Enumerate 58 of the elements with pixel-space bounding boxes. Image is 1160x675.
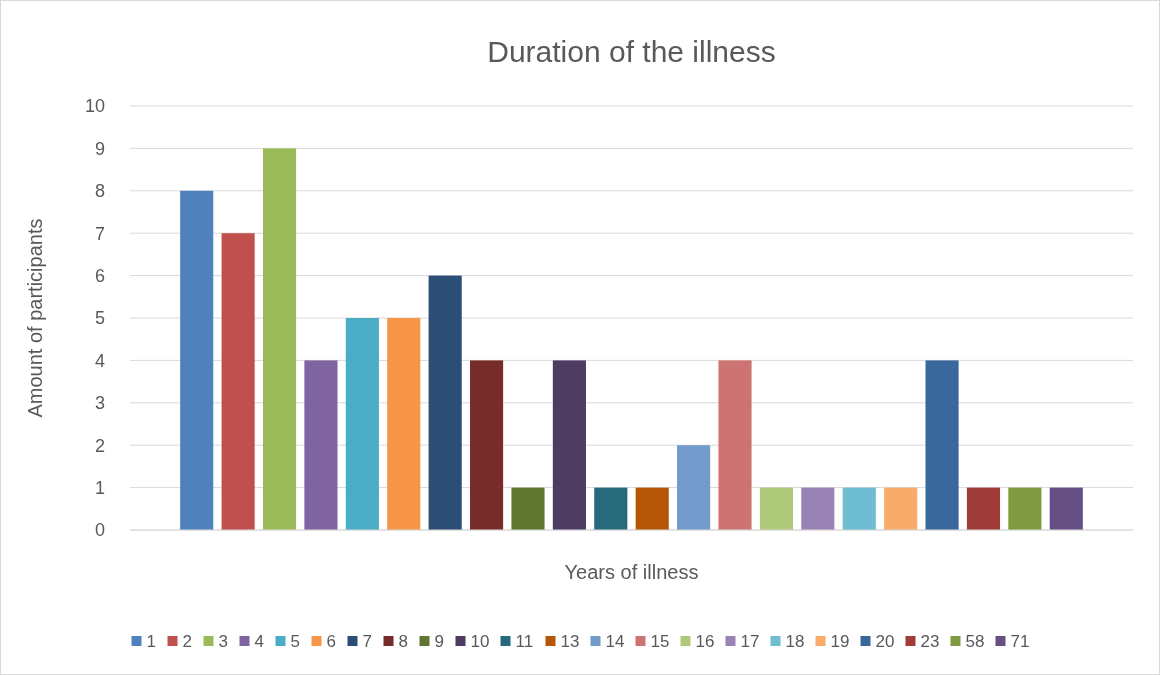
legend-label: 4 (254, 631, 264, 651)
y-tick-label: 5 (94, 308, 105, 329)
y-axis-title: Amount of participants (24, 218, 46, 418)
y-tick-label: 10 (84, 96, 105, 117)
legend-label: 13 (560, 631, 580, 651)
bar (1049, 487, 1083, 530)
bar (801, 487, 835, 530)
bar (470, 360, 504, 530)
legend-label: 10 (470, 631, 490, 651)
legend-label: 16 (695, 631, 715, 651)
bar (428, 275, 462, 530)
y-tick-label: 0 (94, 520, 105, 541)
bar (387, 318, 421, 530)
y-tick-label: 7 (94, 223, 105, 244)
bar (262, 148, 297, 530)
legend-label: 17 (740, 631, 760, 651)
legend-label: 71 (1010, 631, 1030, 651)
legend-label: 6 (326, 631, 336, 651)
legend-label: 3 (218, 631, 228, 651)
bar (677, 445, 711, 530)
bar (635, 487, 669, 530)
y-tick-label: 4 (94, 350, 105, 371)
legend-label: 2 (182, 631, 192, 651)
legend-label: 23 (920, 631, 940, 651)
legend-label: 1 (146, 631, 156, 651)
y-tick-label: 1 (94, 477, 105, 498)
x-axis-title: Years of illness (564, 561, 699, 583)
legend-label: 14 (605, 631, 625, 651)
y-tick-label: 3 (94, 393, 105, 414)
legend-label: 7 (362, 631, 372, 651)
legend-label: 5 (290, 631, 300, 651)
bar (966, 487, 1001, 530)
bar (180, 190, 214, 530)
legend-label: 20 (875, 631, 895, 651)
legend-label: 58 (965, 631, 985, 651)
legend-label: 9 (434, 631, 444, 651)
legend-label: 18 (785, 631, 805, 651)
bar (345, 318, 379, 530)
bar (925, 360, 959, 530)
y-tick-label: 6 (94, 265, 105, 286)
bar (884, 487, 918, 530)
bar (842, 487, 876, 530)
y-tick-label: 8 (94, 181, 105, 202)
legend-label: 8 (398, 631, 408, 651)
y-tick-label: 2 (94, 435, 105, 456)
bar (221, 233, 255, 530)
bar (594, 487, 628, 530)
bar (511, 487, 545, 530)
legend-label: 15 (650, 631, 670, 651)
bar (552, 360, 586, 530)
chart-title: Duration of the illness (487, 35, 776, 68)
bar (1008, 487, 1042, 530)
bar (718, 360, 752, 530)
bar (759, 487, 793, 530)
legend-label: 19 (830, 631, 850, 651)
legend-label: 11 (515, 631, 534, 651)
bar (304, 360, 338, 530)
y-tick-label: 9 (94, 138, 105, 159)
